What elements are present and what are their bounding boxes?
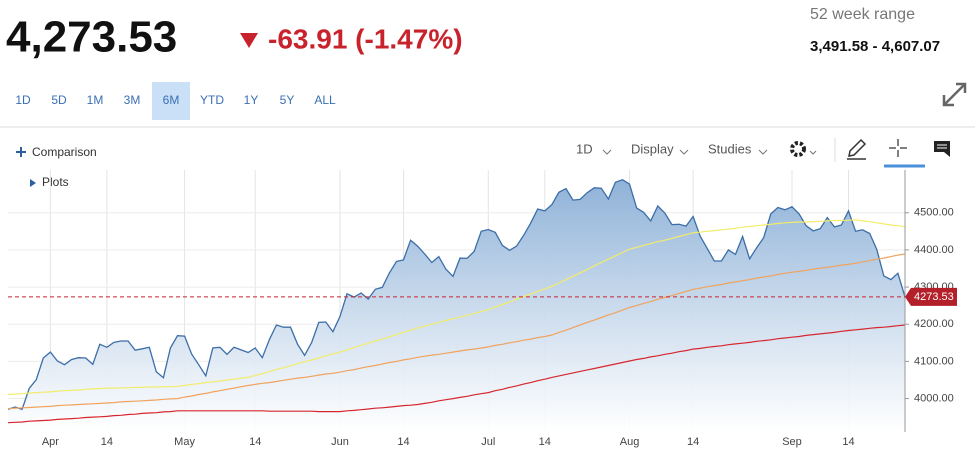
range-value: 3,491.58 - 4,607.07 [810, 38, 940, 55]
x-tick-label: Aug [620, 436, 640, 448]
moving-average-line [7, 219, 906, 396]
plots-label[interactable]: Plots [42, 175, 69, 189]
range-button[interactable]: 3M [124, 93, 141, 107]
settings-icon[interactable] [790, 141, 817, 157]
draw-icon[interactable] [847, 138, 867, 160]
x-tick-label: Sep [782, 436, 802, 448]
range-buttons: 1D 5D 1M 3M 6M YTD 1Y 5Y ALL [15, 82, 336, 120]
range-button[interactable]: 5D [51, 93, 67, 107]
x-tick-label: 14 [101, 436, 113, 448]
moving-average-line [7, 324, 906, 424]
y-tick-label: 4500.00 [914, 207, 954, 219]
range-button[interactable]: 1M [87, 93, 104, 107]
comment-icon[interactable] [934, 141, 950, 157]
x-tick-label: Jul [481, 436, 495, 448]
range-button[interactable]: 1D [15, 93, 31, 107]
moving-average-line [7, 253, 906, 410]
chevron [602, 149, 612, 155]
price-area [8, 179, 905, 432]
interval-button[interactable]: 1D [576, 141, 593, 156]
last-price-tag [905, 287, 957, 306]
x-tick-label: 14 [842, 436, 854, 448]
price-change: -63.91 (-1.47%) [268, 23, 463, 54]
x-tick-label: May [174, 436, 195, 448]
x-tick-label: 14 [249, 436, 261, 448]
last-price-label: 4273.53 [914, 291, 954, 303]
down-arrow [240, 33, 258, 48]
comparison-button[interactable]: Comparison [16, 145, 97, 159]
range-button[interactable]: YTD [200, 93, 224, 107]
x-tick-label: Jun [331, 436, 349, 448]
last-price: 4,273.53 [6, 13, 177, 62]
range-button[interactable]: ALL [314, 93, 336, 107]
range-button[interactable]: 5Y [280, 93, 295, 107]
x-tick-label: 14 [687, 436, 699, 448]
expand-icon[interactable] [942, 82, 967, 107]
range-button[interactable]: 1Y [244, 93, 259, 107]
x-tick-label: 14 [539, 436, 551, 448]
y-tick-label: 4100.00 [914, 355, 954, 367]
plot-area: 4000.004100.004200.004300.004400.004500.… [7, 170, 957, 448]
chevron [758, 149, 768, 155]
range-selected-bg [152, 82, 190, 120]
range-label: 52 week range [810, 6, 915, 23]
y-tick-label: 4200.00 [914, 318, 954, 330]
y-tick-label: 4000.00 [914, 392, 954, 404]
crosshair-icon[interactable] [889, 139, 907, 157]
comparison-label[interactable]: Comparison [32, 145, 97, 159]
display-button[interactable]: Display [631, 141, 674, 156]
y-tick-label: 4400.00 [914, 244, 954, 256]
chevron [679, 149, 689, 155]
x-tick-label: Apr [42, 436, 59, 448]
plots-arrow[interactable] [30, 179, 36, 187]
studies-button[interactable]: Studies [708, 141, 752, 156]
x-tick-label: 14 [397, 436, 409, 448]
range-button[interactable]: 6M [163, 93, 180, 107]
price-line [7, 178, 906, 411]
